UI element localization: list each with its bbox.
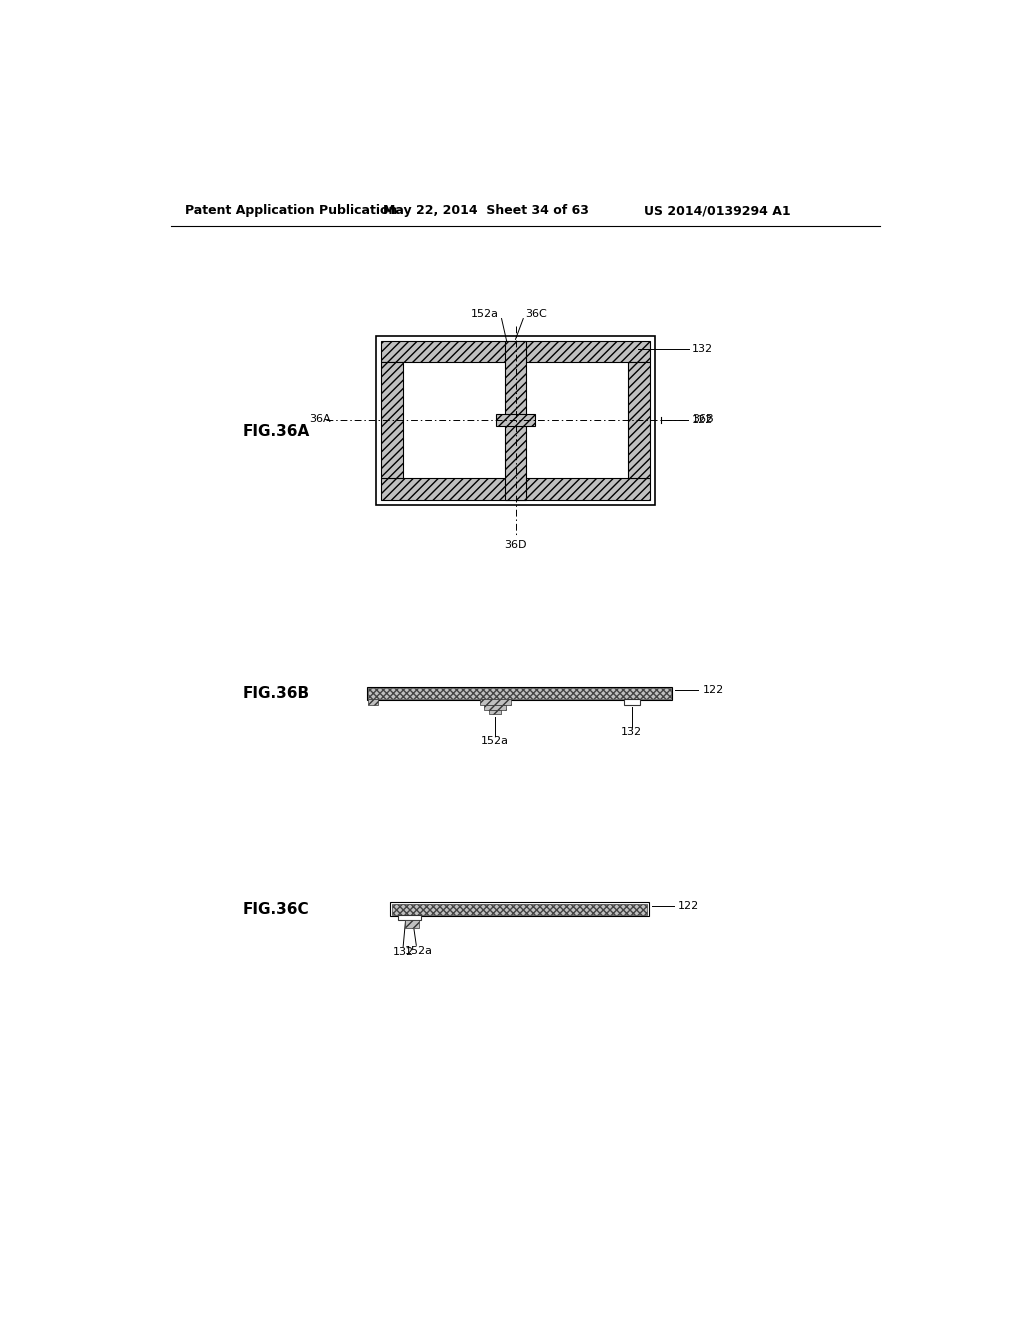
Bar xyxy=(390,903,649,916)
Bar xyxy=(489,710,502,714)
Text: 132: 132 xyxy=(392,948,414,957)
Bar xyxy=(381,363,403,478)
Text: Patent Application Publication: Patent Application Publication xyxy=(184,205,397,218)
Text: 122: 122 xyxy=(692,416,714,425)
Bar xyxy=(391,904,647,915)
Text: 132: 132 xyxy=(692,345,714,354)
Text: May 22, 2014  Sheet 34 of 63: May 22, 2014 Sheet 34 of 63 xyxy=(383,205,589,218)
Text: 122: 122 xyxy=(678,902,699,911)
Bar xyxy=(376,335,655,504)
Text: 36D: 36D xyxy=(504,540,526,550)
Text: 152a: 152a xyxy=(404,945,432,956)
Bar xyxy=(381,341,649,363)
Text: FIG.36B: FIG.36B xyxy=(243,686,310,701)
Text: FIG.36C: FIG.36C xyxy=(243,902,309,916)
Text: 132: 132 xyxy=(622,727,642,737)
Text: 152a: 152a xyxy=(481,737,509,746)
Bar xyxy=(406,920,420,928)
Text: 36C: 36C xyxy=(524,309,547,319)
Bar xyxy=(484,705,506,710)
Bar xyxy=(397,915,421,920)
Bar xyxy=(628,363,649,478)
Text: FIG.36A: FIG.36A xyxy=(243,424,310,440)
Bar xyxy=(496,414,535,426)
Bar xyxy=(505,341,526,499)
Bar xyxy=(381,478,649,499)
Text: US 2014/0139294 A1: US 2014/0139294 A1 xyxy=(644,205,791,218)
Bar xyxy=(479,700,511,705)
Text: 36A: 36A xyxy=(309,413,331,424)
Bar xyxy=(369,688,671,700)
Text: 122: 122 xyxy=(703,685,724,696)
Text: 152a: 152a xyxy=(470,309,499,319)
Bar xyxy=(624,700,640,705)
Bar xyxy=(369,700,378,705)
Text: 36B: 36B xyxy=(692,413,714,424)
Bar xyxy=(367,686,672,701)
